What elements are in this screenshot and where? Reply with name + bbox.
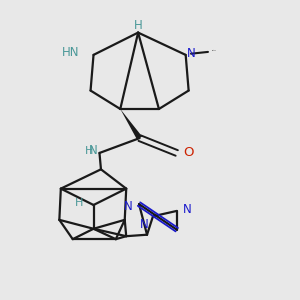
- Text: H: H: [74, 199, 83, 208]
- Text: H: H: [85, 146, 93, 156]
- Text: O: O: [183, 146, 194, 159]
- Text: N: N: [89, 144, 98, 157]
- Polygon shape: [120, 109, 142, 140]
- Text: HN: HN: [62, 46, 79, 59]
- Text: methyl: methyl: [212, 50, 216, 51]
- Text: N: N: [183, 203, 192, 216]
- Text: N: N: [124, 200, 133, 213]
- Text: H: H: [134, 19, 142, 32]
- Text: N: N: [187, 47, 196, 60]
- Text: N: N: [140, 218, 148, 230]
